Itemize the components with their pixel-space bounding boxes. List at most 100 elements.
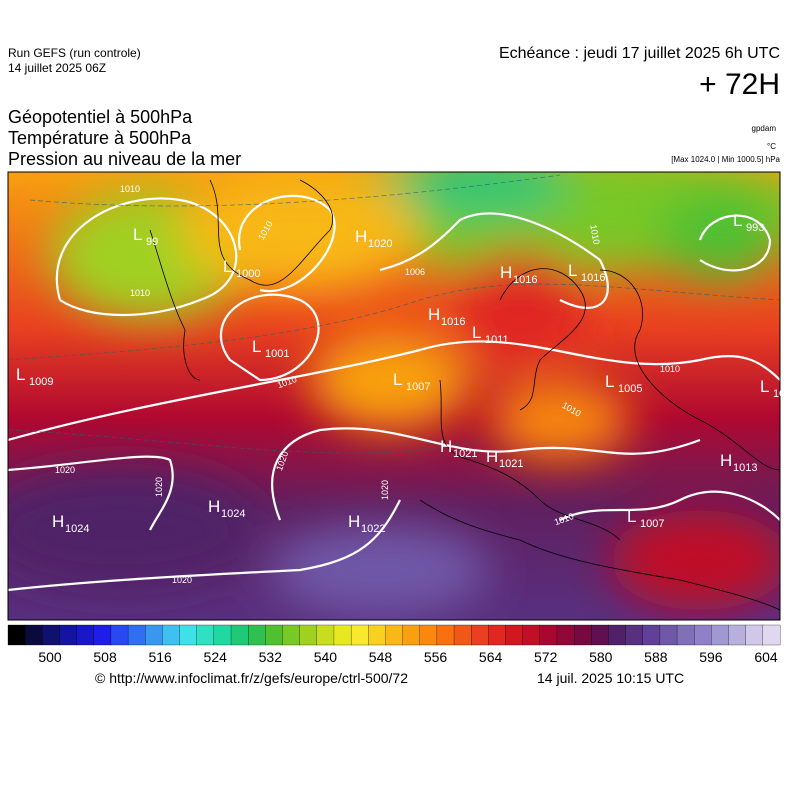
isobar-label: 1006 [405, 267, 425, 277]
title: Température à 500hPa [8, 128, 192, 148]
colorbar-swatch [333, 624, 352, 646]
pressure-center: H 1021 [486, 447, 523, 470]
isobar-label: 1020 [172, 575, 192, 585]
pressure-center: H 1020 [355, 227, 392, 250]
colorbar-tick: 516 [148, 649, 172, 665]
colorbar-swatch [505, 624, 524, 646]
source: © http://www.infoclimat.fr/z/gefs/europe… [95, 670, 409, 686]
center-type: L [627, 507, 636, 526]
center-type: H [348, 512, 360, 531]
colorbar-swatch [625, 624, 644, 646]
center-type: H [440, 437, 452, 456]
colorbar-tick: 548 [369, 649, 393, 665]
colorbar-swatch [453, 624, 472, 646]
center-value: 1009 [29, 376, 53, 388]
pressure-center: L 1009 [16, 365, 53, 388]
center-value: 1013 [733, 462, 757, 474]
center-type: H [52, 512, 64, 531]
isobar-label: 1010 [660, 364, 680, 374]
colorbar-swatch [248, 624, 266, 646]
colorbar-swatch [42, 624, 60, 646]
pressure-center: L 1016 [568, 261, 605, 284]
center-type: L [605, 372, 614, 391]
colorbar-swatch [745, 624, 764, 646]
colorbar-swatch [728, 624, 747, 646]
colorbar-swatch [25, 624, 43, 646]
unit: gpdam [751, 124, 776, 133]
colorbar-swatch [488, 624, 506, 646]
center-type: L [733, 211, 742, 230]
center-value: 1011 [485, 334, 509, 346]
center-type: H [355, 227, 367, 246]
center-value: 1016 [513, 274, 537, 286]
colorbar-tick: 604 [754, 649, 778, 665]
colorbar-swatch [694, 624, 712, 646]
colorbar-tick: 540 [314, 649, 338, 665]
isobar-label: 1020 [55, 465, 75, 475]
lead-time: + 72H [699, 68, 780, 101]
run-date: 14 juillet 2025 06Z [8, 61, 107, 75]
run: Run GEFS (run controle) [8, 46, 141, 60]
center-type: L [568, 261, 577, 280]
colorbar-swatch [93, 624, 112, 646]
colorbar-swatch [471, 624, 489, 646]
colorbar-swatch [350, 624, 369, 646]
pressure-center: H 1016 [500, 263, 537, 286]
pressure-center: L 1000 [223, 257, 260, 280]
colorbar-swatch [162, 624, 181, 646]
colorbar-swatch [676, 624, 695, 646]
colorbar-tick: 588 [644, 649, 668, 665]
colorbar-swatch [573, 624, 592, 646]
colorbar-swatch [110, 624, 129, 646]
colorbar-swatch [539, 624, 558, 646]
isobar-label: 1010 [588, 224, 601, 245]
colorbar-swatch [368, 624, 386, 646]
colorbar-tick: 572 [534, 649, 558, 665]
pressure-center: H 1024 [52, 512, 89, 535]
center-type: H [720, 451, 732, 470]
colorbar-swatch [145, 624, 163, 646]
pressure-center: L 10 [760, 377, 785, 400]
colorbar-swatch [213, 624, 232, 646]
center-value: 1005 [618, 383, 642, 395]
pressure-center: H 1021 [440, 437, 477, 460]
isobar-label: 1020 [380, 480, 390, 500]
colorbar-swatch [436, 624, 455, 646]
issued: 14 juil. 2025 10:15 UTC [537, 670, 685, 686]
isobar-label: 1020 [154, 477, 164, 497]
colorbar-swatch [76, 624, 95, 646]
pressure-center: L 99 [133, 225, 158, 248]
colorbar-swatch [230, 624, 249, 646]
center-value: 1020 [368, 238, 392, 250]
colorbar-swatch [316, 624, 335, 646]
echeance: Echéance : jeudi 17 juillet 2025 6h UTC [498, 45, 780, 62]
center-value: 10 [773, 388, 785, 400]
colorbar-tick: 532 [259, 649, 283, 665]
title: Géopotentiel à 500hPa [8, 107, 193, 127]
center-type: L [393, 370, 402, 389]
colorbar-swatch [282, 624, 301, 646]
colorbar-swatch [265, 624, 283, 646]
colorbar-swatch [419, 624, 438, 646]
colorbar-swatch [762, 624, 781, 646]
field [8, 172, 780, 620]
center-value: 1021 [499, 458, 523, 470]
colorbar-swatch [659, 624, 678, 646]
center-type: L [252, 337, 261, 356]
center-value: 1024 [65, 523, 89, 535]
colorbar-swatch [556, 624, 575, 646]
colorbar-swatch [196, 624, 215, 646]
center-value: 99 [146, 236, 158, 248]
pressure-center: L 1007 [627, 507, 664, 530]
colorbar-tick: 524 [204, 649, 228, 665]
pressure-center: L 1011 [472, 323, 509, 346]
colorbar-tick: 500 [38, 649, 62, 665]
isobar-label: 1010 [130, 288, 150, 298]
pressure-center: L 1005 [605, 372, 642, 395]
colorbar-swatch [642, 624, 661, 646]
colorbar-swatch [385, 624, 404, 646]
center-value: 1024 [221, 508, 245, 520]
colorbar-tick: 556 [424, 649, 448, 665]
center-value: 993 [746, 222, 764, 234]
